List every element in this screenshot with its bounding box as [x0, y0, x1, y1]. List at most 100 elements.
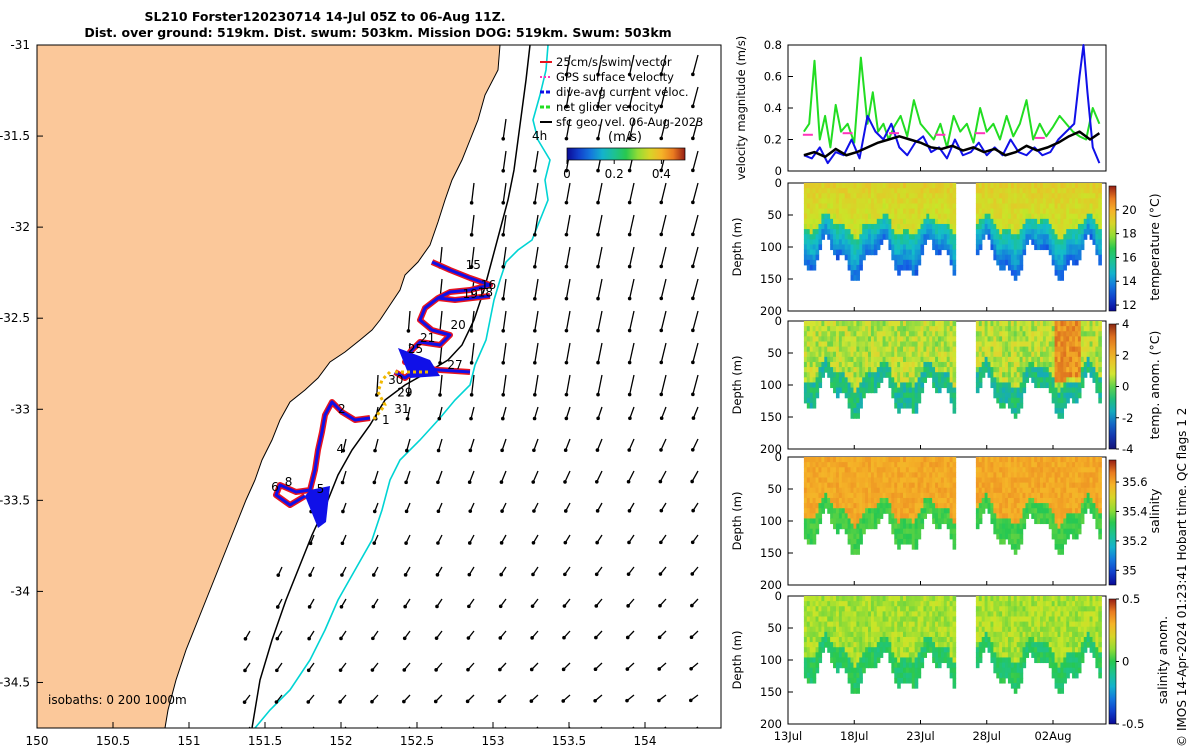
- section-cell: [847, 377, 852, 383]
- section-cell: [917, 321, 922, 327]
- section-cell: [1025, 208, 1030, 215]
- section-cell: [1022, 487, 1027, 494]
- section-cell: [868, 477, 872, 484]
- section-cell: [873, 377, 878, 383]
- section-cell: [1016, 326, 1021, 332]
- section-cell: [897, 361, 901, 368]
- section-cell: [996, 533, 1000, 540]
- section-cell: [868, 229, 872, 235]
- section-cell: [803, 611, 808, 617]
- section-cell: [1089, 508, 1094, 514]
- section-cell: [856, 259, 860, 266]
- velocity-arrow: [502, 278, 507, 299]
- section-cell: [981, 497, 986, 504]
- section-cell: [905, 198, 910, 204]
- section-cell: [1040, 487, 1044, 494]
- section-cell: [923, 377, 928, 383]
- section-cell: [996, 487, 1000, 494]
- section-cell: [1066, 218, 1070, 225]
- section-cell: [888, 223, 893, 230]
- section-cell: [932, 336, 936, 342]
- section-cell: [908, 457, 913, 463]
- section-cell: [809, 672, 814, 679]
- velocity-arrowhead: [627, 232, 632, 237]
- section-cell: [929, 462, 933, 468]
- section-cell: [865, 244, 869, 251]
- section-cell: [830, 223, 834, 230]
- section-cell: [1002, 361, 1006, 368]
- section-cell: [903, 523, 907, 530]
- velocity-arrowhead: [596, 264, 600, 269]
- section-cell: [844, 361, 849, 368]
- section-cell: [1022, 239, 1027, 245]
- section-cell: [870, 244, 875, 251]
- velocity-arrowhead: [404, 541, 408, 545]
- section-cell: [833, 631, 837, 638]
- section-cell: [1051, 482, 1056, 489]
- velocity-arrowhead: [434, 636, 439, 640]
- section-cell: [1060, 321, 1065, 327]
- section-cell: [812, 647, 817, 653]
- section-cell: [1042, 336, 1047, 342]
- section-cell: [803, 642, 808, 648]
- section-cell: [1022, 387, 1027, 394]
- section-cell: [1077, 341, 1082, 348]
- section-cell: [937, 513, 942, 519]
- section-cell: [1095, 518, 1099, 525]
- section-cell: [859, 367, 863, 373]
- section-cell: [1095, 523, 1099, 530]
- section-cell: [818, 377, 823, 383]
- section-cell: [894, 264, 898, 271]
- section-cell: [1072, 229, 1076, 235]
- section-cell: [1016, 503, 1021, 509]
- section-cell: [868, 367, 872, 373]
- section-cell: [1022, 203, 1027, 210]
- section-cell: [870, 462, 875, 468]
- section-cell: [833, 616, 837, 623]
- section-cell: [859, 477, 863, 484]
- section-cell: [827, 642, 831, 648]
- section-cell: [917, 457, 922, 463]
- section-cell: [1069, 462, 1073, 468]
- section-cell: [835, 596, 840, 602]
- section-cell: [917, 259, 922, 266]
- section-cell: [1098, 482, 1102, 489]
- section-cell: [827, 626, 831, 633]
- section-cell: [1098, 188, 1102, 194]
- section-cell: [1080, 198, 1085, 204]
- velocity-arrow: [565, 86, 571, 107]
- section-cell: [868, 321, 872, 327]
- section-cell: [824, 497, 828, 504]
- section-cell: [1086, 193, 1091, 199]
- section-cell: [803, 356, 808, 363]
- section-cell: [908, 336, 913, 342]
- section-cell: [1048, 492, 1053, 499]
- section-cell: [908, 382, 913, 389]
- section-cell: [1016, 361, 1021, 368]
- section-cell: [859, 326, 863, 332]
- section-cell: [1095, 372, 1099, 378]
- section-cell: [1072, 193, 1076, 199]
- section-cell: [908, 351, 913, 358]
- section-cell: [1063, 361, 1067, 368]
- section-cell: [1086, 497, 1091, 504]
- map-legend: 25cm/s swim vector GPS surface velocity …: [540, 55, 703, 181]
- section-cell: [859, 223, 863, 230]
- section-cell: [803, 203, 808, 210]
- velocity-arrow: [597, 278, 603, 299]
- velocity-y-tick-label: 0.4: [764, 101, 782, 115]
- section-cell: [824, 477, 828, 484]
- section-cell: [862, 518, 866, 525]
- section-cell: [870, 321, 875, 327]
- section-cell: [850, 497, 855, 504]
- section-cell: [914, 467, 919, 473]
- section-cell: [1066, 503, 1070, 509]
- section-cell: [1013, 528, 1018, 535]
- section-cell: [1095, 223, 1099, 230]
- section-cell: [833, 326, 837, 332]
- section-cell: [1031, 208, 1035, 215]
- section-cell: [900, 497, 904, 504]
- velocity-arrowhead: [691, 232, 695, 237]
- section-cell: [865, 331, 869, 337]
- section-cell: [1037, 477, 1041, 484]
